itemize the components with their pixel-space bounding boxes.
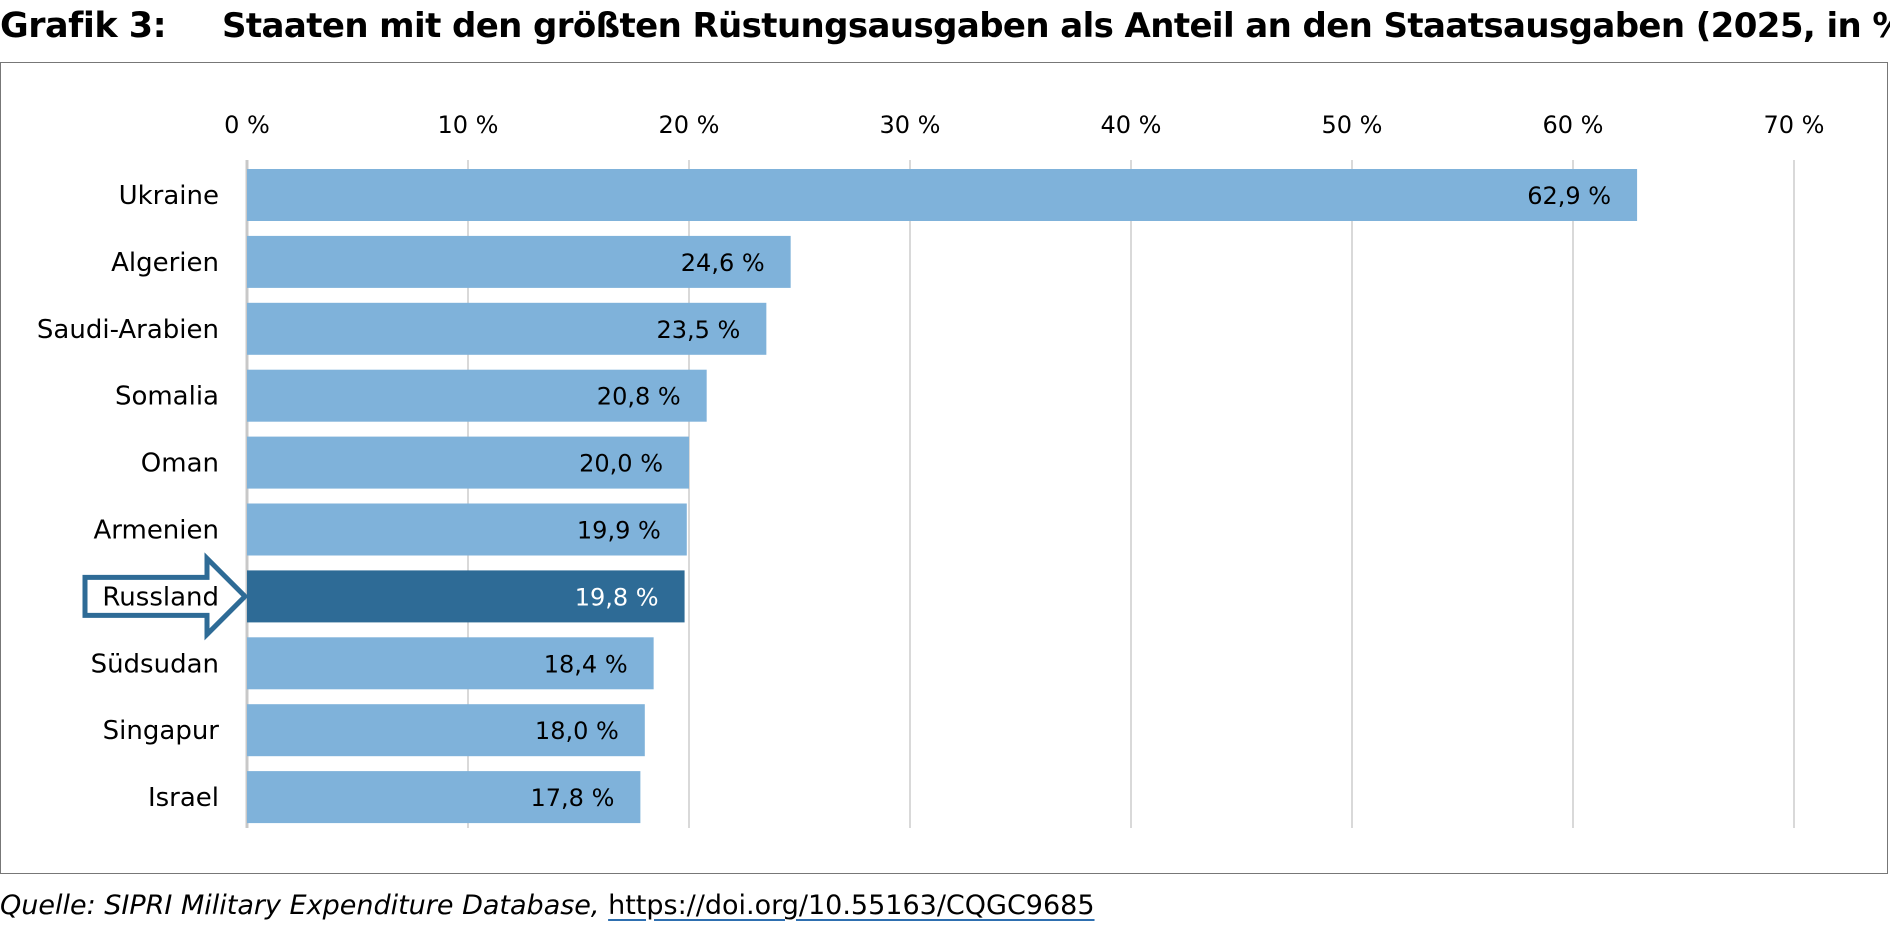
chart-title: Staaten mit den größten Rüstungsausgaben… xyxy=(222,6,1890,46)
category-label: Israel xyxy=(148,783,219,813)
data-label: 18,0 % xyxy=(535,717,619,745)
source-note: Quelle: SIPRI Military Expenditure Datab… xyxy=(0,890,1095,921)
x-tick-label: 10 % xyxy=(438,111,499,139)
bar xyxy=(247,302,767,355)
data-label: 20,0 % xyxy=(579,450,663,478)
category-label: Armenien xyxy=(93,516,219,546)
chart-frame xyxy=(0,62,1888,874)
x-tick-label: 40 % xyxy=(1101,111,1162,139)
x-tick-label: 50 % xyxy=(1322,111,1383,139)
x-tick-label: 0 % xyxy=(224,111,270,139)
x-tick-label: 70 % xyxy=(1764,111,1825,139)
category-label: Saudi-Arabien xyxy=(37,315,219,345)
category-label: Singapur xyxy=(103,716,220,746)
bar xyxy=(247,235,791,288)
bar xyxy=(247,704,645,757)
source-link[interactable]: https://doi.org/10.55163/CQGC9685 xyxy=(608,890,1095,921)
x-tick-label: 60 % xyxy=(1543,111,1604,139)
bar xyxy=(247,503,687,556)
source-text: Quelle: SIPRI Military Expenditure Datab… xyxy=(0,890,600,921)
data-label: 17,8 % xyxy=(531,784,615,812)
category-label: Somalia xyxy=(115,382,219,412)
category-label: Südsudan xyxy=(91,649,219,679)
category-label: Algerien xyxy=(111,248,219,278)
highlight-arrow-icon xyxy=(82,552,249,641)
bar xyxy=(247,369,707,422)
bar xyxy=(247,436,689,489)
x-tick-label: 30 % xyxy=(880,111,941,139)
figure-label: Grafik 3: xyxy=(0,6,167,46)
bar xyxy=(247,169,1638,221)
data-label: 19,9 % xyxy=(577,517,661,545)
category-label: Russland xyxy=(102,582,219,612)
category-label: Oman xyxy=(141,449,219,479)
data-label: 23,5 % xyxy=(656,316,740,344)
bar xyxy=(247,570,685,623)
figure-header: Grafik 3: Staaten mit den größten Rüstun… xyxy=(0,6,1890,54)
data-label: 62,9 % xyxy=(1527,182,1611,210)
data-label: 19,8 % xyxy=(575,583,659,611)
data-label: 18,4 % xyxy=(544,650,628,678)
bar xyxy=(247,637,654,690)
bar xyxy=(247,771,641,824)
data-label: 20,8 % xyxy=(597,383,681,411)
x-tick-label: 20 % xyxy=(659,111,720,139)
data-label: 24,6 % xyxy=(681,249,765,277)
category-label: Ukraine xyxy=(119,181,219,211)
